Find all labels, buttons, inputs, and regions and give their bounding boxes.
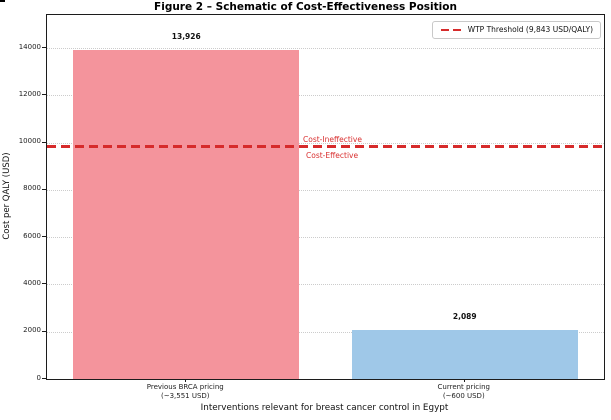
y-tick-label: 10000 <box>18 137 41 146</box>
wtp-threshold-line <box>47 145 604 148</box>
y-tick-mark <box>42 188 46 190</box>
annotation-cost-effective: Cost-Effective <box>306 151 359 160</box>
y-tick-mark <box>42 141 46 143</box>
y-tick-mark <box>42 47 46 49</box>
y-tick-mark <box>42 283 46 285</box>
x-tick-label: Current pricing (~600 USD) <box>374 383 554 401</box>
x-tick-label-line1: Previous BRCA pricing <box>146 383 224 391</box>
y-tick-label: 4000 <box>23 278 41 287</box>
y-tick-label: 14000 <box>18 42 41 51</box>
x-tick-label: Previous BRCA pricing (~3,551 USD) <box>95 383 275 401</box>
annotation-cost-ineffective: Cost-Ineffective <box>303 134 362 144</box>
x-tick-label-line1: Current pricing <box>437 383 490 391</box>
y-tick-label: 8000 <box>23 184 41 193</box>
x-tick-mark <box>463 379 465 382</box>
dashed-line-icon <box>440 28 462 31</box>
y-tick-label: 6000 <box>23 231 41 240</box>
bar-value-label: 2,089 <box>452 312 477 322</box>
plot-area: 13,926 2,089 Cost-Ineffective Cost-Effect… <box>46 14 605 380</box>
x-tick-label-line2: (~600 USD) <box>442 392 485 400</box>
y-tick-label: 2000 <box>23 326 41 335</box>
figure-title: Figure 2 – Schematic of Cost-Effectivene… <box>154 1 457 13</box>
legend: WTP Threshold (9,843 USD/QALY) <box>431 21 601 39</box>
y-tick-label: 12000 <box>18 89 41 98</box>
y-axis-label: Cost per QALY (USD) <box>2 152 12 240</box>
x-tick-label-line2: (~3,551 USD) <box>160 392 210 400</box>
gridline <box>47 95 604 97</box>
bar-current-pricing <box>351 329 578 379</box>
y-tick-mark <box>42 378 46 379</box>
gridline <box>47 48 604 50</box>
y-tick-mark <box>42 330 46 332</box>
legend-label: WTP Threshold (9,843 USD/QALY) <box>467 25 593 34</box>
bar-previous-brca-pricing <box>73 49 300 379</box>
gridline <box>47 331 604 333</box>
bar-value-label: 13,926 <box>171 32 201 42</box>
gridline <box>47 189 604 191</box>
x-tick-mark <box>185 379 187 382</box>
crop-artifact <box>0 0 5 2</box>
y-tick-label: 0 <box>36 373 41 382</box>
gridline <box>47 237 604 239</box>
gridline <box>47 142 604 144</box>
y-tick-mark <box>42 94 46 96</box>
x-axis-label: Interventions relevant for breast cancer… <box>200 403 449 413</box>
y-tick-mark <box>42 236 46 238</box>
gridline <box>47 284 604 286</box>
